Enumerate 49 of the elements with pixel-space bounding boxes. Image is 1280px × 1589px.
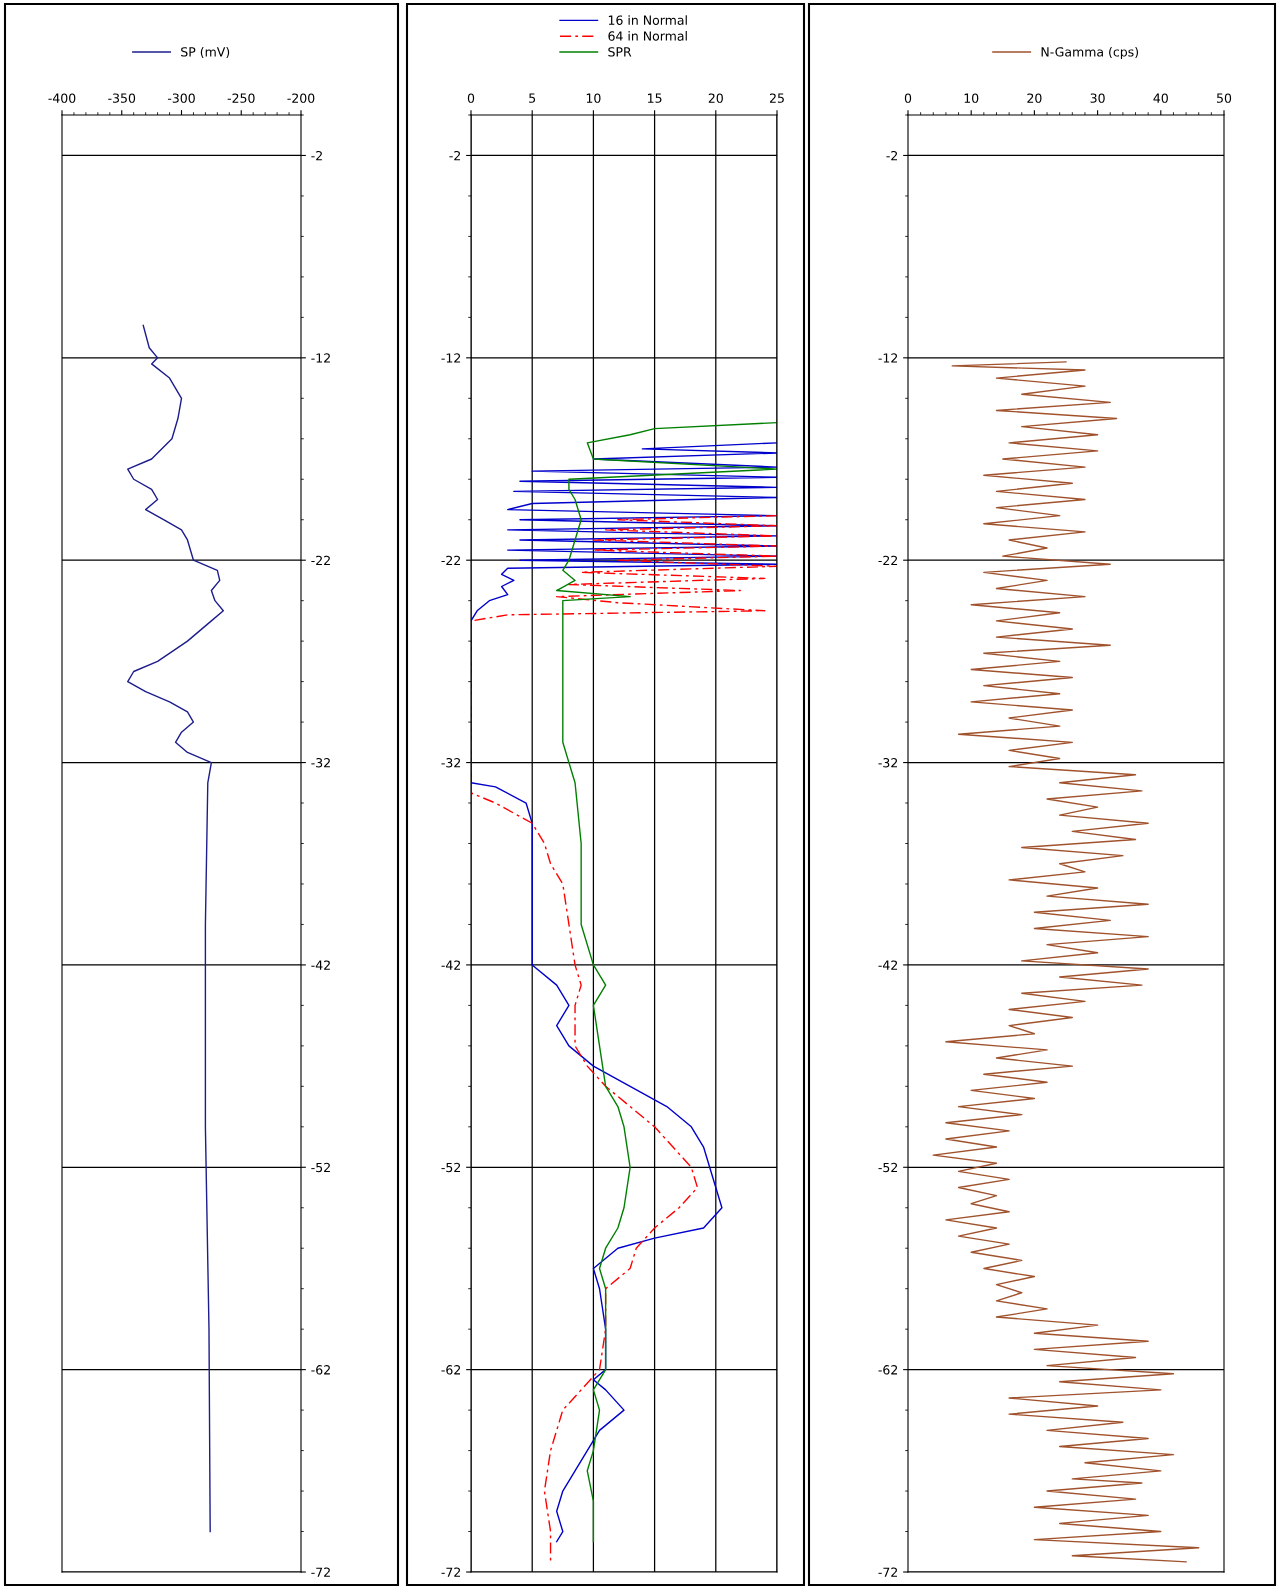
- x-tick-label: 50: [1217, 93, 1232, 103]
- x-tick-label: -350: [108, 93, 136, 103]
- x-tick-label: -250: [227, 93, 255, 103]
- x-tick-label: 20: [1027, 93, 1042, 103]
- x-tick-label: -400: [48, 93, 76, 103]
- y-tick-label: -32: [311, 758, 330, 768]
- y-tick-label: -2: [311, 150, 322, 161]
- y-tick-label: -22: [441, 555, 461, 565]
- line-series: [932, 361, 1200, 1563]
- x-tick-label: 0: [904, 93, 912, 103]
- y-tick-label: -12: [878, 353, 898, 363]
- legend-label: SPR: [608, 47, 632, 57]
- x-tick-label: 15: [648, 93, 662, 103]
- y-tick-label: -72: [878, 1567, 898, 1577]
- x-tick-label: 10: [586, 93, 601, 103]
- x-tick-label: 10: [964, 93, 979, 103]
- x-tick-label: 25: [769, 93, 784, 103]
- line-series: [555, 421, 777, 1543]
- y-tick-label: -2: [886, 150, 898, 161]
- y-tick-label: -72: [311, 1567, 330, 1577]
- x-tick-label: 0: [467, 93, 475, 103]
- x-tick-label: 40: [1153, 93, 1168, 103]
- x-tick-label: 20: [708, 93, 723, 103]
- y-tick-label: -52: [878, 1162, 898, 1173]
- y-tick-label: -62: [441, 1365, 461, 1375]
- y-tick-label: -42: [311, 960, 330, 970]
- y-tick-label: -52: [441, 1162, 461, 1173]
- y-tick-label: -12: [441, 353, 461, 363]
- y-tick-label: -22: [311, 555, 330, 565]
- legend-label: N-Gamma (cps): [1041, 46, 1139, 60]
- x-tick-label: 30: [1090, 93, 1105, 103]
- legend-label: SP (mV): [181, 46, 230, 59]
- y-tick-label: -22: [878, 555, 898, 565]
- y-tick-label: -62: [878, 1365, 898, 1375]
- x-tick-label: 5: [529, 93, 536, 103]
- line-series: [127, 324, 225, 1533]
- legend-label: 64 in Normal: [608, 31, 687, 41]
- y-tick-label: -62: [311, 1365, 330, 1375]
- y-tick-label: -12: [311, 353, 330, 363]
- y-tick-label: -42: [441, 960, 461, 970]
- legend-label: 16 in Normal: [608, 15, 687, 25]
- y-tick-label: -72: [441, 1567, 461, 1577]
- y-tick-label: -32: [878, 758, 898, 768]
- y-tick-label: -52: [311, 1162, 330, 1173]
- x-tick-label: -300: [167, 93, 195, 103]
- y-tick-label: -42: [878, 960, 898, 970]
- x-tick-label: -200: [287, 93, 315, 103]
- y-tick-label: -32: [441, 758, 461, 768]
- y-tick-label: -2: [449, 150, 461, 161]
